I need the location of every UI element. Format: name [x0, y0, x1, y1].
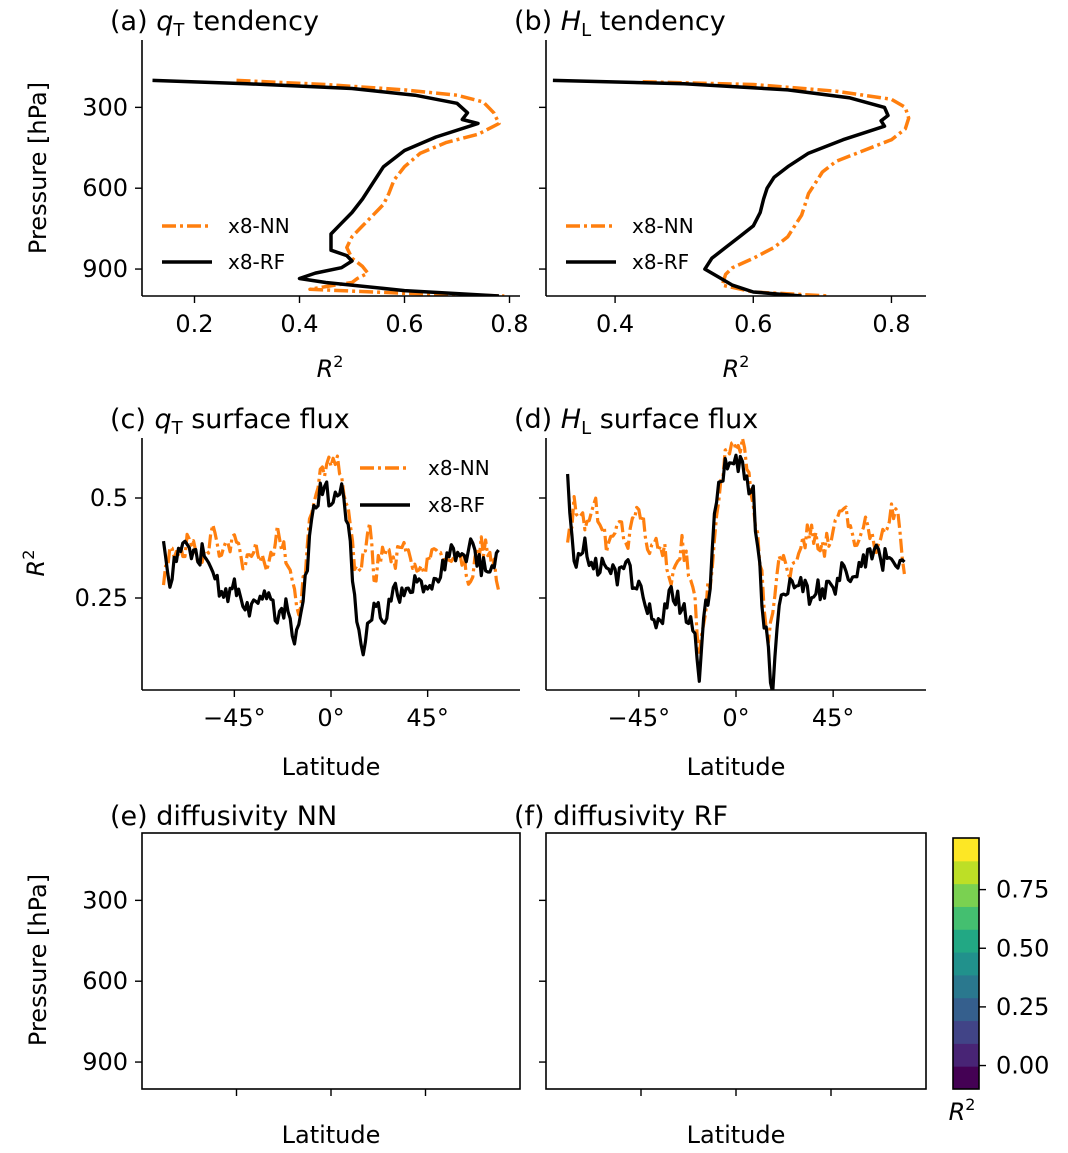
panel-b-title: (b) HL tendency [514, 6, 726, 41]
series-x8-rf-line [552, 78, 890, 296]
x-tick-label: −45° [203, 704, 266, 732]
x-tick-label: 0.6 [734, 310, 772, 338]
panel-a-ylabel: Pressure [hPa] [24, 82, 52, 254]
panel-f: (f) diffusivity RF Latitude [514, 801, 927, 1149]
panel-c-xlabel: Latitude [282, 753, 381, 781]
legend-c-nn-label: x8-NN [428, 456, 490, 480]
panel-b: (b) HL tendency 0.4 0.6 0.8 R2 x8-NN x8-RF [514, 6, 926, 383]
y-tick-label: 900 [82, 1048, 128, 1076]
panel-a: (a) qT tendency 0.2 0.4 0.6 0.8 300 600 900 Pr… [24, 6, 529, 383]
panel-c: (c) qT surface flux −45° 0° 45°0.250.5 R2 … [19, 404, 520, 781]
panel-a-legend: x8-NN x8-RF [162, 214, 290, 274]
panel-a-xlabel: R2 [317, 352, 344, 383]
series-x8-rf-line [161, 480, 500, 657]
x-tick-label: 45° [812, 704, 855, 732]
panel-d-ticks: −45° 0° 45° [539, 497, 855, 732]
panel-d-xlabel: Latitude [687, 753, 786, 781]
legend-b-rf-label: x8-RF [632, 250, 689, 274]
panel-c-ylabel: R2 [19, 550, 50, 577]
y-tick-label: 300 [82, 886, 128, 914]
panel-d: (d) HL surface flux −45° 0° 45° Latitude [514, 404, 926, 781]
x-tick-label: 0° [722, 704, 749, 732]
panel-c-ticks: −45° 0° 45° 0.25 0.5 [75, 484, 449, 732]
x-tick-label: 0.6 [385, 310, 423, 338]
panel-c-lines [161, 454, 501, 657]
panel-e-xlabel: Latitude [282, 1121, 381, 1149]
legend-a-nn-label: x8-NN [228, 214, 290, 238]
y-tick-label: 0.5 [90, 484, 128, 512]
y-tick-label: 600 [82, 967, 128, 995]
y-tick-label: 0.25 [75, 584, 128, 612]
x-tick-label: 0° [317, 704, 344, 732]
series-x8-nn-line [642, 80, 911, 296]
x-tick-label: 0.8 [872, 310, 910, 338]
panel-e-title: (e) diffusivity NN [110, 801, 337, 832]
series-x8-rf-line [566, 453, 906, 690]
x-tick-label: −45° [608, 704, 671, 732]
y-tick-label: 900 [82, 255, 128, 283]
x-tick-label: 0.8 [490, 310, 528, 338]
panel-f-title: (f) diffusivity RF [514, 801, 728, 832]
x-tick-label: 0.4 [596, 310, 634, 338]
panel-c-legend: x8-NN x8-RF [360, 456, 490, 517]
panel-e-ticks: 300 600 900 [82, 886, 427, 1096]
legend-a-rf-label: x8-RF [228, 250, 285, 274]
panel-d-lines [566, 438, 906, 690]
series-x8-nn-line [566, 438, 906, 656]
panel-d-title: (d) HL surface flux [514, 404, 758, 439]
x-tick-label: 45° [406, 704, 449, 732]
series-x8-nn-line [236, 78, 505, 296]
panel-b-lines [552, 78, 911, 296]
panel-e-frame [141, 832, 521, 1090]
series-x8-rf-line [152, 78, 500, 296]
y-tick-label: 600 [82, 174, 128, 202]
panel-e-ylabel: Pressure [hPa] [24, 874, 52, 1046]
panel-b-legend: x8-NN x8-RF [566, 214, 694, 274]
panel-e: (e) diffusivity NN 300 600 900 Pressure [h… [24, 801, 521, 1149]
panel-a-lines [152, 78, 505, 296]
x-tick-label: 0.4 [280, 310, 318, 338]
panel-c-title: (c) qT surface flux [110, 404, 350, 439]
y-tick-label: 300 [82, 93, 128, 121]
legend-b-nn-label: x8-NN [632, 214, 694, 238]
panel-b-xlabel: R2 [723, 352, 750, 383]
x-tick-label: 0.2 [175, 310, 213, 338]
panel-a-ticks: 0.2 0.4 0.6 0.8 300 600 900 [82, 93, 528, 338]
panel-a-title: (a) qT tendency [110, 6, 319, 41]
legend-c-rf-label: x8-RF [428, 493, 485, 517]
panel-b-ticks: 0.4 0.6 0.8 [539, 106, 911, 338]
